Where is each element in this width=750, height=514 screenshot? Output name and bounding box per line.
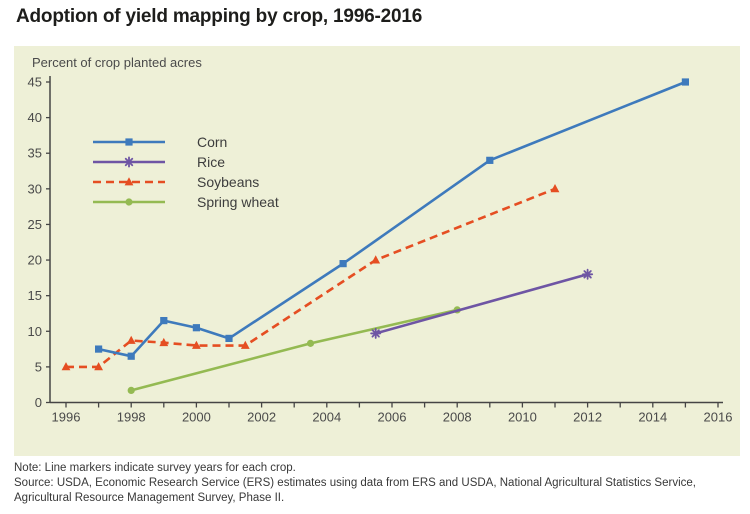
source-text: Source: USDA, Economic Research Service … [14,477,696,504]
data-point-marker [371,255,381,264]
y-axis-ticks: 0 5 10 15 20 25 30 35 40 45 [28,75,50,410]
chart-panel: Percent of crop planted acres 0 5 10 15 20 25… [14,46,740,456]
data-point-marker [240,340,250,349]
y-tick-label: 30 [28,181,42,196]
data-point-marker [159,337,169,347]
y-axis-title: Percent of crop planted acres [32,55,202,70]
legend-item-rice: Rice [93,154,225,170]
x-tick-label: 2012 [573,410,602,425]
legend-label: Corn [197,134,227,150]
data-point-marker [123,156,135,168]
note-text: Note: Line markers indicate survey years… [14,462,296,474]
x-tick-label: 1996 [52,410,81,425]
data-point-marker [125,138,133,146]
y-tick-label: 25 [28,217,42,232]
y-tick-label: 20 [28,253,42,268]
y-tick-label: 35 [28,146,42,161]
data-point-marker [95,345,103,353]
chart-title: Adoption of yield mapping by crop, 1996-… [16,6,423,27]
data-point-marker [370,327,382,339]
x-tick-label: 2014 [638,410,667,425]
x-tick-label: 2004 [312,410,341,425]
data-point-marker [192,324,200,332]
chart-plot: 0 5 10 15 20 25 30 35 40 45 1996 1998 2000 2002 2004 20… [28,75,733,425]
series-line-rice [375,273,588,335]
series-spring-wheat [127,306,461,394]
data-point-marker [124,177,134,186]
series-line-spring-wheat [130,308,458,392]
data-point-marker [550,184,560,193]
data-point-marker [339,260,347,268]
data-point-marker [127,386,135,394]
data-point-marker [306,339,315,347]
x-tick-label: 2002 [247,410,276,425]
y-tick-label: 40 [28,110,42,125]
series-rice [370,268,594,339]
data-point-marker [94,362,103,371]
legend-item-corn: Corn [93,134,227,150]
x-tick-label: 1998 [117,410,146,425]
axes [49,76,723,404]
data-point-marker [160,316,168,325]
legend-item-soybeans: Soybeans [93,174,259,190]
x-tick-label: 2000 [182,410,211,425]
data-point-marker [125,198,133,206]
x-tick-label: 2010 [508,410,537,425]
data-point-marker [681,78,689,86]
legend: Corn Rice Soybeans Spring wheat [93,134,279,210]
series-soybeans [61,184,560,371]
legend-label: Soybeans [197,174,259,190]
legend-label: Rice [197,154,225,170]
x-tick-label: 2008 [443,410,472,425]
footnotes: Note: Line markers indicate survey years… [14,461,710,506]
data-point-marker [225,334,233,342]
x-axis-ticks: 1996 1998 2000 2002 2004 2006 2008 2010 2012 2014… [52,402,733,425]
data-point-marker [61,362,71,371]
data-point-marker [582,268,594,280]
y-tick-label: 0 [35,395,42,410]
x-tick-label: 2006 [378,410,407,425]
data-point-marker [126,335,136,344]
data-point-marker [127,352,135,360]
y-tick-label: 5 [35,359,42,374]
series-line-corn [98,80,686,358]
legend-label: Spring wheat [197,194,279,210]
y-tick-label: 15 [28,288,42,303]
x-tick-label: 2016 [704,410,733,425]
y-tick-label: 45 [28,75,42,90]
y-tick-label: 10 [28,324,42,339]
legend-item-spring-wheat: Spring wheat [93,194,279,210]
series-line-soybeans [66,187,556,369]
series-corn [95,78,689,360]
data-point-marker [192,340,201,349]
data-point-marker [486,156,494,164]
